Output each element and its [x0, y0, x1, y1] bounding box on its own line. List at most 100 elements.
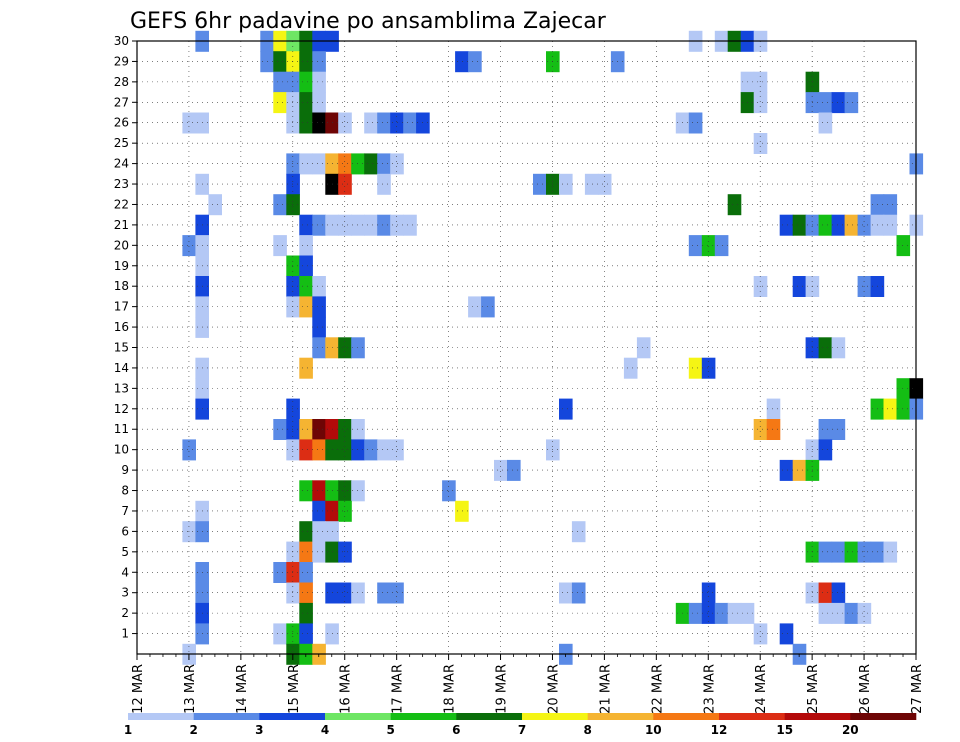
- y-tick-label: 30: [114, 34, 129, 48]
- legend-label: 12: [711, 723, 728, 737]
- legend-swatch: [128, 713, 194, 720]
- heatmap-cell: [299, 214, 313, 236]
- heatmap-cell: [338, 541, 352, 563]
- heatmap-cell: [701, 602, 716, 624]
- heatmap-cell: [299, 255, 313, 277]
- heatmap-cell: [455, 51, 469, 73]
- legend-swatch: [653, 713, 720, 720]
- legend-swatch: [522, 713, 588, 720]
- heatmap-cell: [299, 562, 313, 583]
- legend-label: 10: [645, 723, 662, 737]
- heatmap-cell: [325, 623, 339, 645]
- heatmap-cell: [286, 173, 300, 195]
- heatmap-cell: [753, 623, 768, 645]
- heatmap-cell: [571, 582, 586, 604]
- heatmap-cell: [312, 214, 326, 236]
- x-tick-label: 24 MAR: [754, 664, 769, 714]
- heatmap-cell: [857, 276, 872, 297]
- heatmap-cell: [805, 71, 820, 93]
- heatmap-cell: [818, 214, 833, 236]
- heatmap-cell: [779, 459, 794, 481]
- heatmap-cell: [701, 235, 716, 257]
- legend-swatch: [325, 713, 391, 720]
- heatmap-cell: [740, 71, 755, 93]
- heatmap-cell: [273, 419, 287, 440]
- heatmap-cell: [312, 500, 326, 522]
- heatmap-cell: [377, 173, 391, 195]
- heatmap-cell: [299, 439, 313, 461]
- heatmap-cell: [468, 51, 482, 73]
- legend-label: 1: [124, 723, 132, 737]
- y-tick-label: 16: [114, 320, 129, 334]
- legend-label: 20: [842, 723, 859, 737]
- heatmap-cell: [468, 296, 482, 318]
- heatmap-cell: [312, 276, 326, 297]
- grid: [137, 41, 916, 654]
- heatmap-cell: [857, 541, 872, 563]
- heatmap-cell: [533, 173, 547, 195]
- heatmap-cell: [338, 419, 352, 440]
- y-tick-label: 24: [114, 157, 129, 171]
- heatmap-cell: [286, 541, 300, 563]
- heatmap-cell: [195, 378, 209, 400]
- heatmap-cell: [844, 92, 859, 114]
- legend-label: 7: [518, 723, 526, 737]
- heatmap-cell: [584, 173, 599, 195]
- heatmap-cell: [312, 71, 326, 93]
- heatmap-cell: [818, 582, 833, 604]
- y-tick-label: 6: [121, 524, 129, 538]
- heatmap-cell: [507, 459, 521, 481]
- heatmap-cell: [779, 623, 794, 645]
- heatmap-cell: [792, 214, 807, 236]
- heatmap-cell: [325, 500, 339, 522]
- heatmap-cell: [312, 439, 326, 461]
- y-tick-label: 3: [121, 586, 129, 600]
- heatmap-cell: [753, 133, 768, 154]
- heatmap-cell: [312, 92, 326, 114]
- heatmap-cell: [727, 602, 742, 624]
- y-tick-label: 1: [121, 627, 129, 641]
- plot-frame: [136, 40, 917, 655]
- x-tick-label: 16 MAR: [339, 664, 354, 714]
- heatmap-cell: [792, 276, 807, 297]
- heatmap-cell: [896, 235, 911, 257]
- x-tick-label: 23 MAR: [702, 664, 717, 714]
- legend-swatch: [456, 713, 523, 720]
- legend-label: 6: [452, 723, 460, 737]
- legend-label: 3: [255, 723, 263, 737]
- heatmap-cell: [792, 459, 807, 481]
- legend-label: 4: [321, 723, 329, 737]
- heatmap-cell: [286, 153, 300, 175]
- x-tick-label: 22 MAR: [650, 664, 665, 714]
- heatmap-cell: [688, 235, 703, 257]
- heatmap-cell: [831, 92, 846, 114]
- y-tick-label: 15: [114, 341, 129, 355]
- legend-swatch: [587, 713, 654, 720]
- heatmap-cell: [377, 582, 391, 604]
- y-tick-label: 14: [114, 361, 129, 375]
- y-tick-label: 10: [114, 443, 129, 457]
- legend-swatch: [850, 713, 917, 720]
- heatmap-cell: [286, 71, 300, 93]
- x-tick-label: 19 MAR: [495, 664, 510, 714]
- heatmap-cell: [273, 194, 287, 216]
- x-tick-label: 26 MAR: [858, 664, 873, 714]
- heatmap-cell: [338, 337, 352, 359]
- heatmap-cell: [753, 71, 768, 93]
- heatmap-cell: [299, 153, 313, 175]
- heatmap-cell: [312, 419, 326, 440]
- y-tick-label: 28: [114, 75, 129, 89]
- x-tick-label: 12 MAR: [131, 664, 146, 714]
- heatmap-cell: [883, 194, 898, 216]
- heatmap-cell: [688, 357, 703, 379]
- heatmap-cell: [844, 214, 859, 236]
- heatmap-cell: [442, 480, 456, 502]
- heatmap-cell: [299, 582, 313, 604]
- heatmap-cell: [195, 398, 209, 420]
- heatmap-cell: [312, 51, 326, 73]
- legend-label: 2: [190, 723, 198, 737]
- heatmap-cell: [494, 459, 508, 481]
- heatmap-cell: [286, 419, 300, 440]
- heatmap-cell: [883, 398, 898, 420]
- x-tick-label: 13 MAR: [183, 664, 198, 714]
